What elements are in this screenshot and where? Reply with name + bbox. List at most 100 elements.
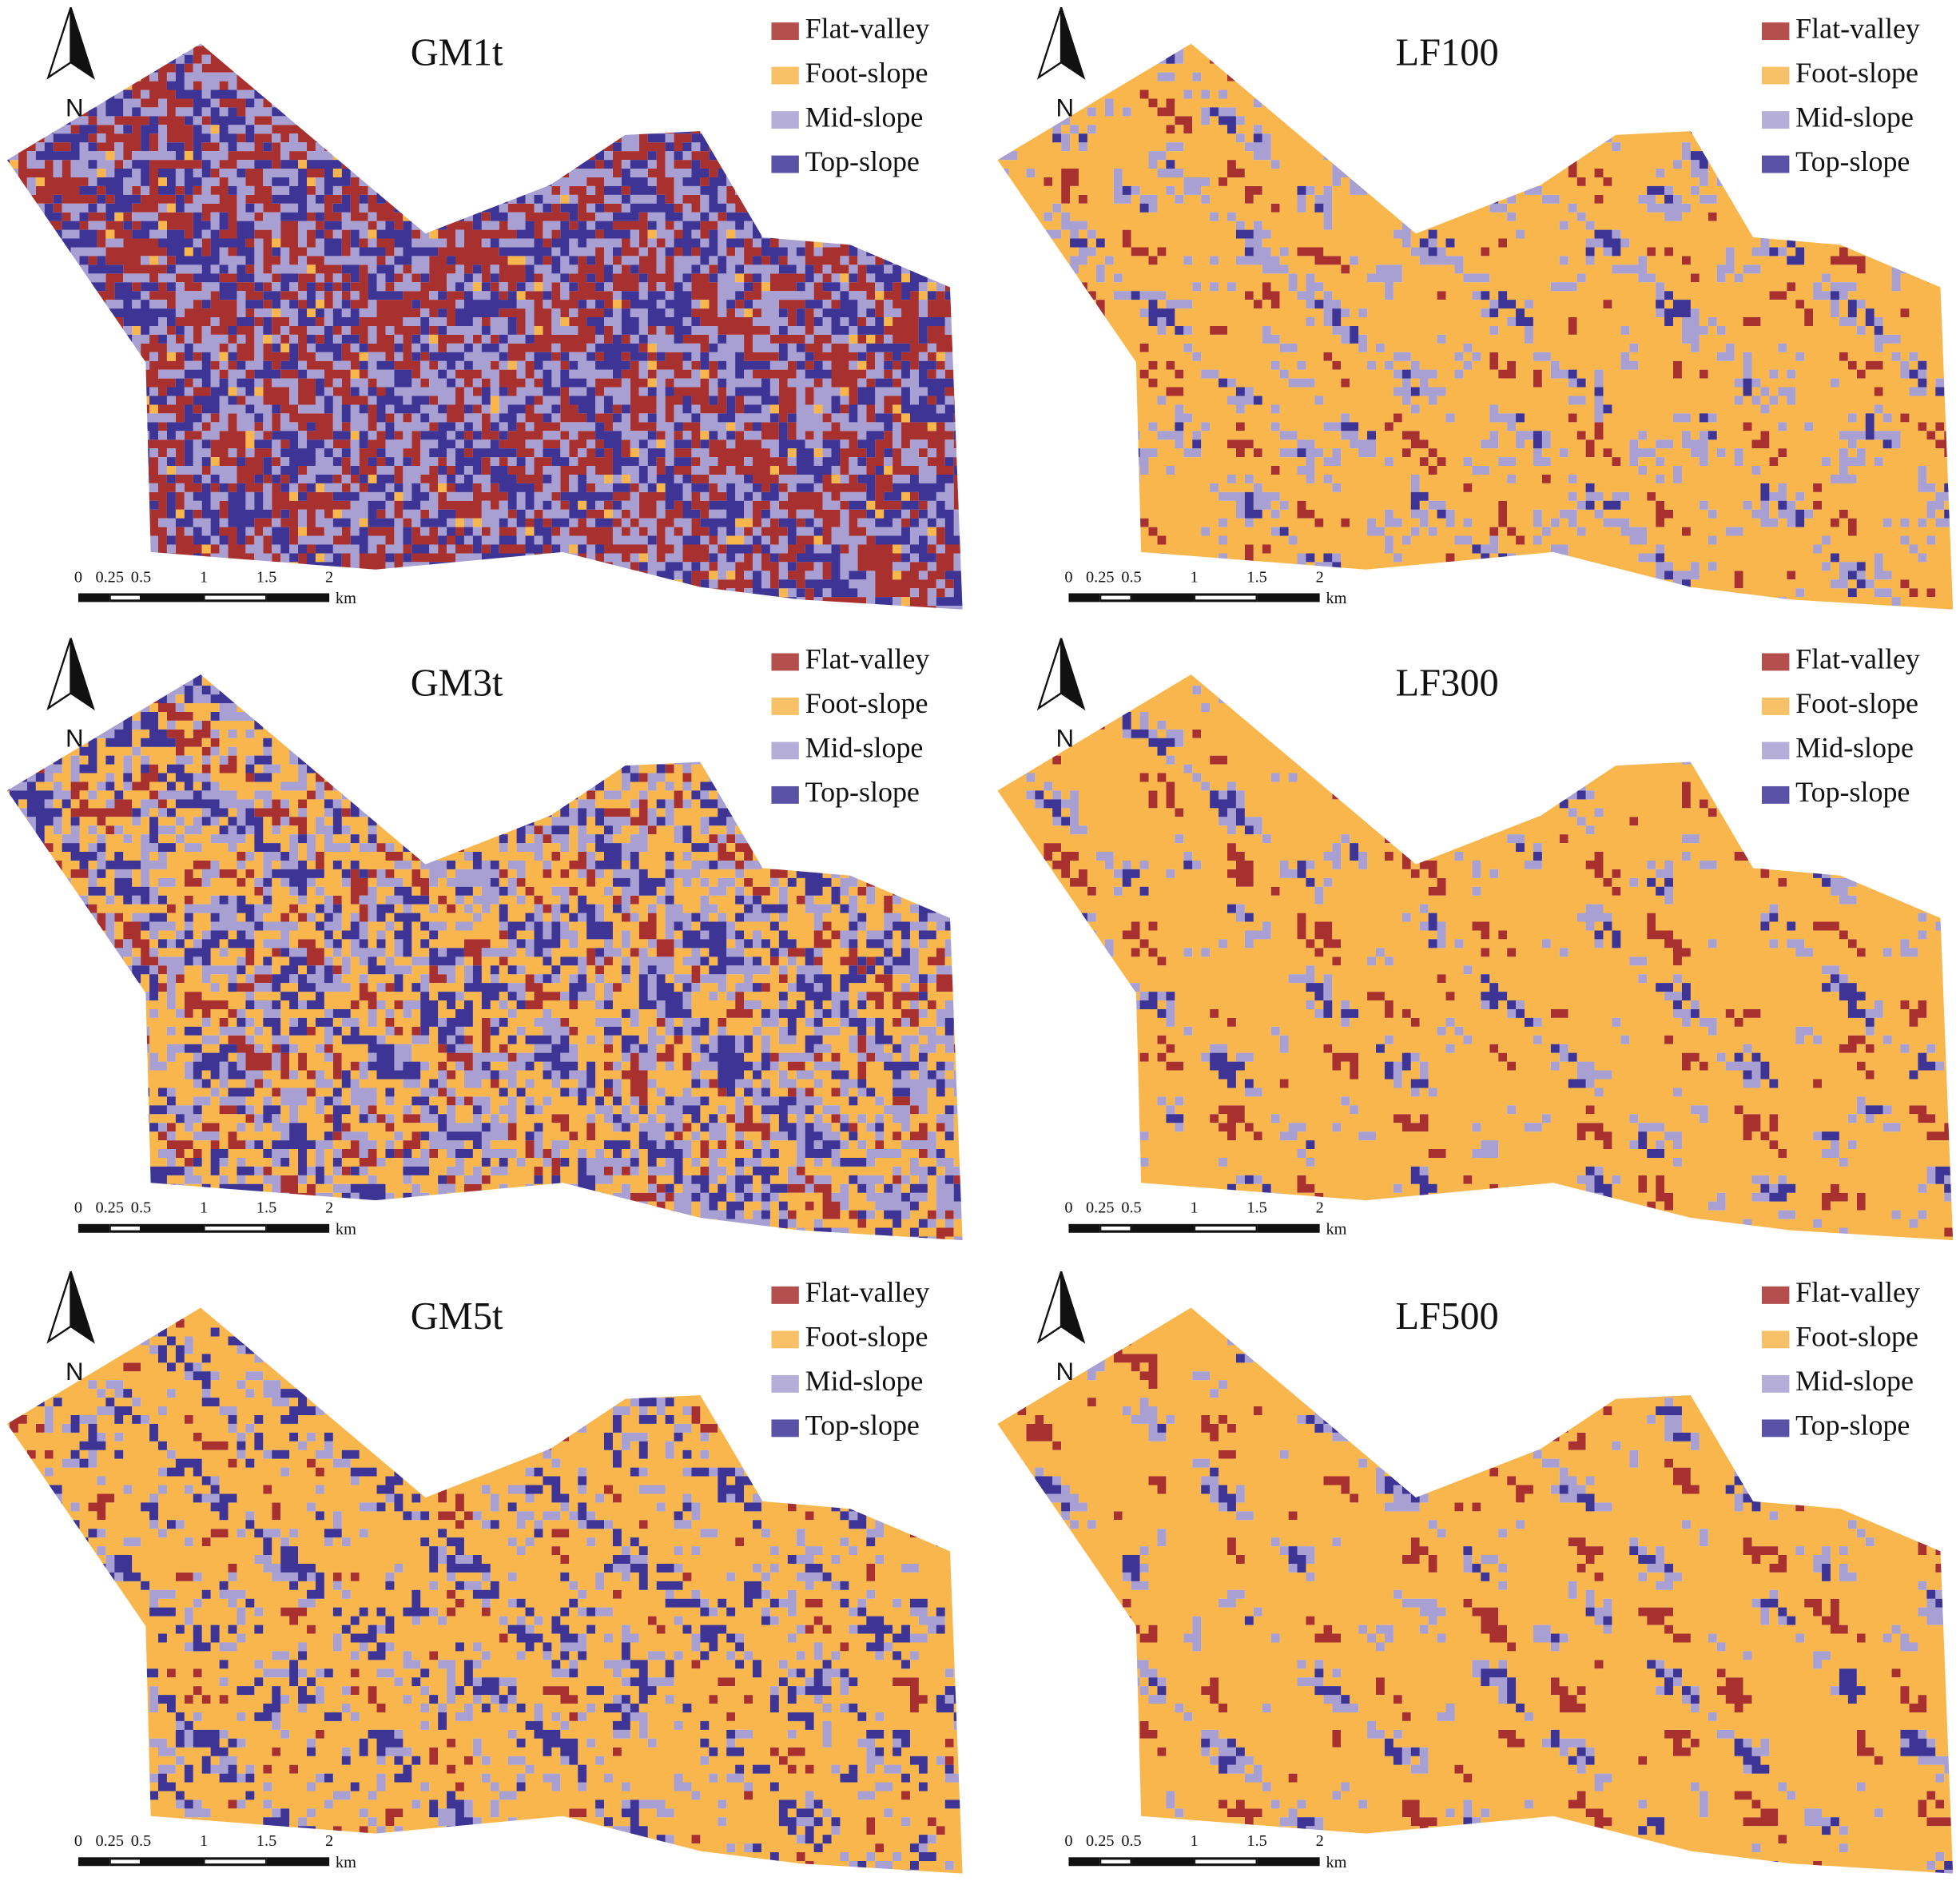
north-arrow xyxy=(46,7,72,80)
legend-label: Flat-valley xyxy=(805,12,930,44)
scale-label: 1.5 xyxy=(256,568,276,586)
legend-swatch xyxy=(771,785,799,804)
map-cells xyxy=(997,43,1954,610)
legend-swatch xyxy=(1761,785,1790,804)
map-raster xyxy=(997,1307,1954,1874)
legend-label: Mid-slope xyxy=(805,1365,924,1397)
scale-segment xyxy=(266,1223,330,1233)
scale-segment xyxy=(78,1223,110,1233)
legend-label: Foot-slope xyxy=(805,57,928,89)
scale-label: 0 xyxy=(1064,1832,1072,1850)
scale-segment xyxy=(1068,1857,1100,1867)
legend-swatch xyxy=(1761,1374,1790,1393)
legend-label: Top-slope xyxy=(805,776,920,808)
panel-title: LF500 xyxy=(1395,1295,1498,1338)
legend-label: Mid-slope xyxy=(1795,1365,1914,1397)
legend-swatch xyxy=(771,1286,799,1304)
legend-label: Top-slope xyxy=(1795,776,1910,808)
map-cells xyxy=(6,1307,963,1874)
scale-label: 1.5 xyxy=(256,1832,276,1850)
legend-label: Top-slope xyxy=(1795,145,1910,177)
scale-label: 0.5 xyxy=(131,568,151,586)
north-arrow xyxy=(46,638,72,711)
north-arrow xyxy=(46,1271,72,1344)
legend-swatch xyxy=(1761,1419,1790,1438)
scale-segment xyxy=(141,593,205,602)
legend-label: Foot-slope xyxy=(1795,687,1918,719)
scale-label: 1 xyxy=(1190,1832,1198,1850)
legend-label: Flat-valley xyxy=(1795,1276,1920,1308)
scale-segment xyxy=(266,1857,330,1867)
scale-label: 0 xyxy=(74,568,82,586)
scale-segment xyxy=(1101,1859,1131,1864)
scale-label: 2 xyxy=(1316,1832,1324,1850)
scale-segment xyxy=(1068,593,1100,602)
north-arrow xyxy=(1036,1271,1063,1344)
scale-segment xyxy=(141,1223,205,1233)
north-arrow xyxy=(1060,1271,1086,1344)
legend-label: Foot-slope xyxy=(1795,1321,1918,1353)
scale-label: 0.5 xyxy=(131,1199,151,1217)
scale-segment xyxy=(1195,1859,1256,1864)
scale-label: 2 xyxy=(1316,1199,1324,1217)
scale-label: 0 xyxy=(1064,1199,1072,1217)
scale-segment xyxy=(1257,1223,1320,1233)
legend-label: Foot-slope xyxy=(1795,57,1918,89)
scale-segment xyxy=(1131,593,1195,602)
scale-label: 0.25 xyxy=(1086,568,1115,586)
scale-label: 1.5 xyxy=(1246,1832,1266,1850)
scale-label: 0.5 xyxy=(1121,568,1141,586)
panel-title: GM1t xyxy=(411,31,503,74)
panel-title: GM5t xyxy=(411,1295,503,1338)
map-cells xyxy=(6,674,963,1241)
legend-swatch xyxy=(771,22,799,41)
map-cells xyxy=(997,674,1954,1241)
legend-swatch xyxy=(1761,66,1790,85)
legend-label: Flat-valley xyxy=(1795,12,1920,44)
north-label: N xyxy=(1056,93,1075,121)
legend-label: Top-slope xyxy=(805,145,920,177)
legend-swatch xyxy=(771,1330,799,1349)
scale-segment xyxy=(1131,1223,1195,1233)
map-cells xyxy=(6,674,963,1241)
scale-label: 0.5 xyxy=(1121,1199,1141,1217)
scale-label: 1.5 xyxy=(1246,568,1266,586)
scale-segment xyxy=(1101,1226,1131,1231)
scale-label: 1 xyxy=(200,1832,208,1850)
legend-swatch xyxy=(771,653,799,671)
scale-label: 2 xyxy=(325,568,333,586)
scale-segment xyxy=(266,593,330,602)
scale-unit: km xyxy=(1326,1854,1346,1871)
north-label: N xyxy=(66,1358,84,1386)
scale-label: 0.25 xyxy=(95,568,124,586)
scale-segment xyxy=(78,1857,110,1867)
scale-label: 1 xyxy=(200,1199,208,1217)
scale-label: 0 xyxy=(74,1832,82,1850)
scale-segment xyxy=(1257,593,1320,602)
scale-unit: km xyxy=(336,590,356,607)
north-arrow xyxy=(1060,7,1086,80)
map-raster xyxy=(997,674,1954,1241)
map-panel: LF100 Flat-valley Foot-slope Mid-slope Top-s… xyxy=(997,7,1954,610)
scale-label: 1.5 xyxy=(256,1199,276,1217)
map-panel: LF300 Flat-valley Foot-slope Mid-slope Top-s… xyxy=(997,638,1954,1241)
legend-swatch xyxy=(771,1374,799,1393)
scale-label: 1 xyxy=(1190,568,1198,586)
scale-segment xyxy=(110,595,140,600)
scale-segment xyxy=(141,1857,205,1867)
legend-swatch xyxy=(771,697,799,715)
scale-segment xyxy=(205,1859,266,1864)
legend-label: Mid-slope xyxy=(805,732,924,764)
legend-label: Flat-valley xyxy=(805,643,930,675)
scale-label: 2 xyxy=(325,1832,333,1850)
scale-label: 0.25 xyxy=(95,1199,124,1217)
scale-label: 1 xyxy=(1190,1199,1198,1217)
north-label: N xyxy=(66,725,84,753)
legend-label: Top-slope xyxy=(805,1410,920,1442)
scale-unit: km xyxy=(336,1220,356,1238)
north-arrow xyxy=(70,638,95,711)
scale-unit: km xyxy=(1326,1220,1346,1238)
legend-swatch xyxy=(1761,697,1790,715)
map-cells xyxy=(997,43,1954,610)
